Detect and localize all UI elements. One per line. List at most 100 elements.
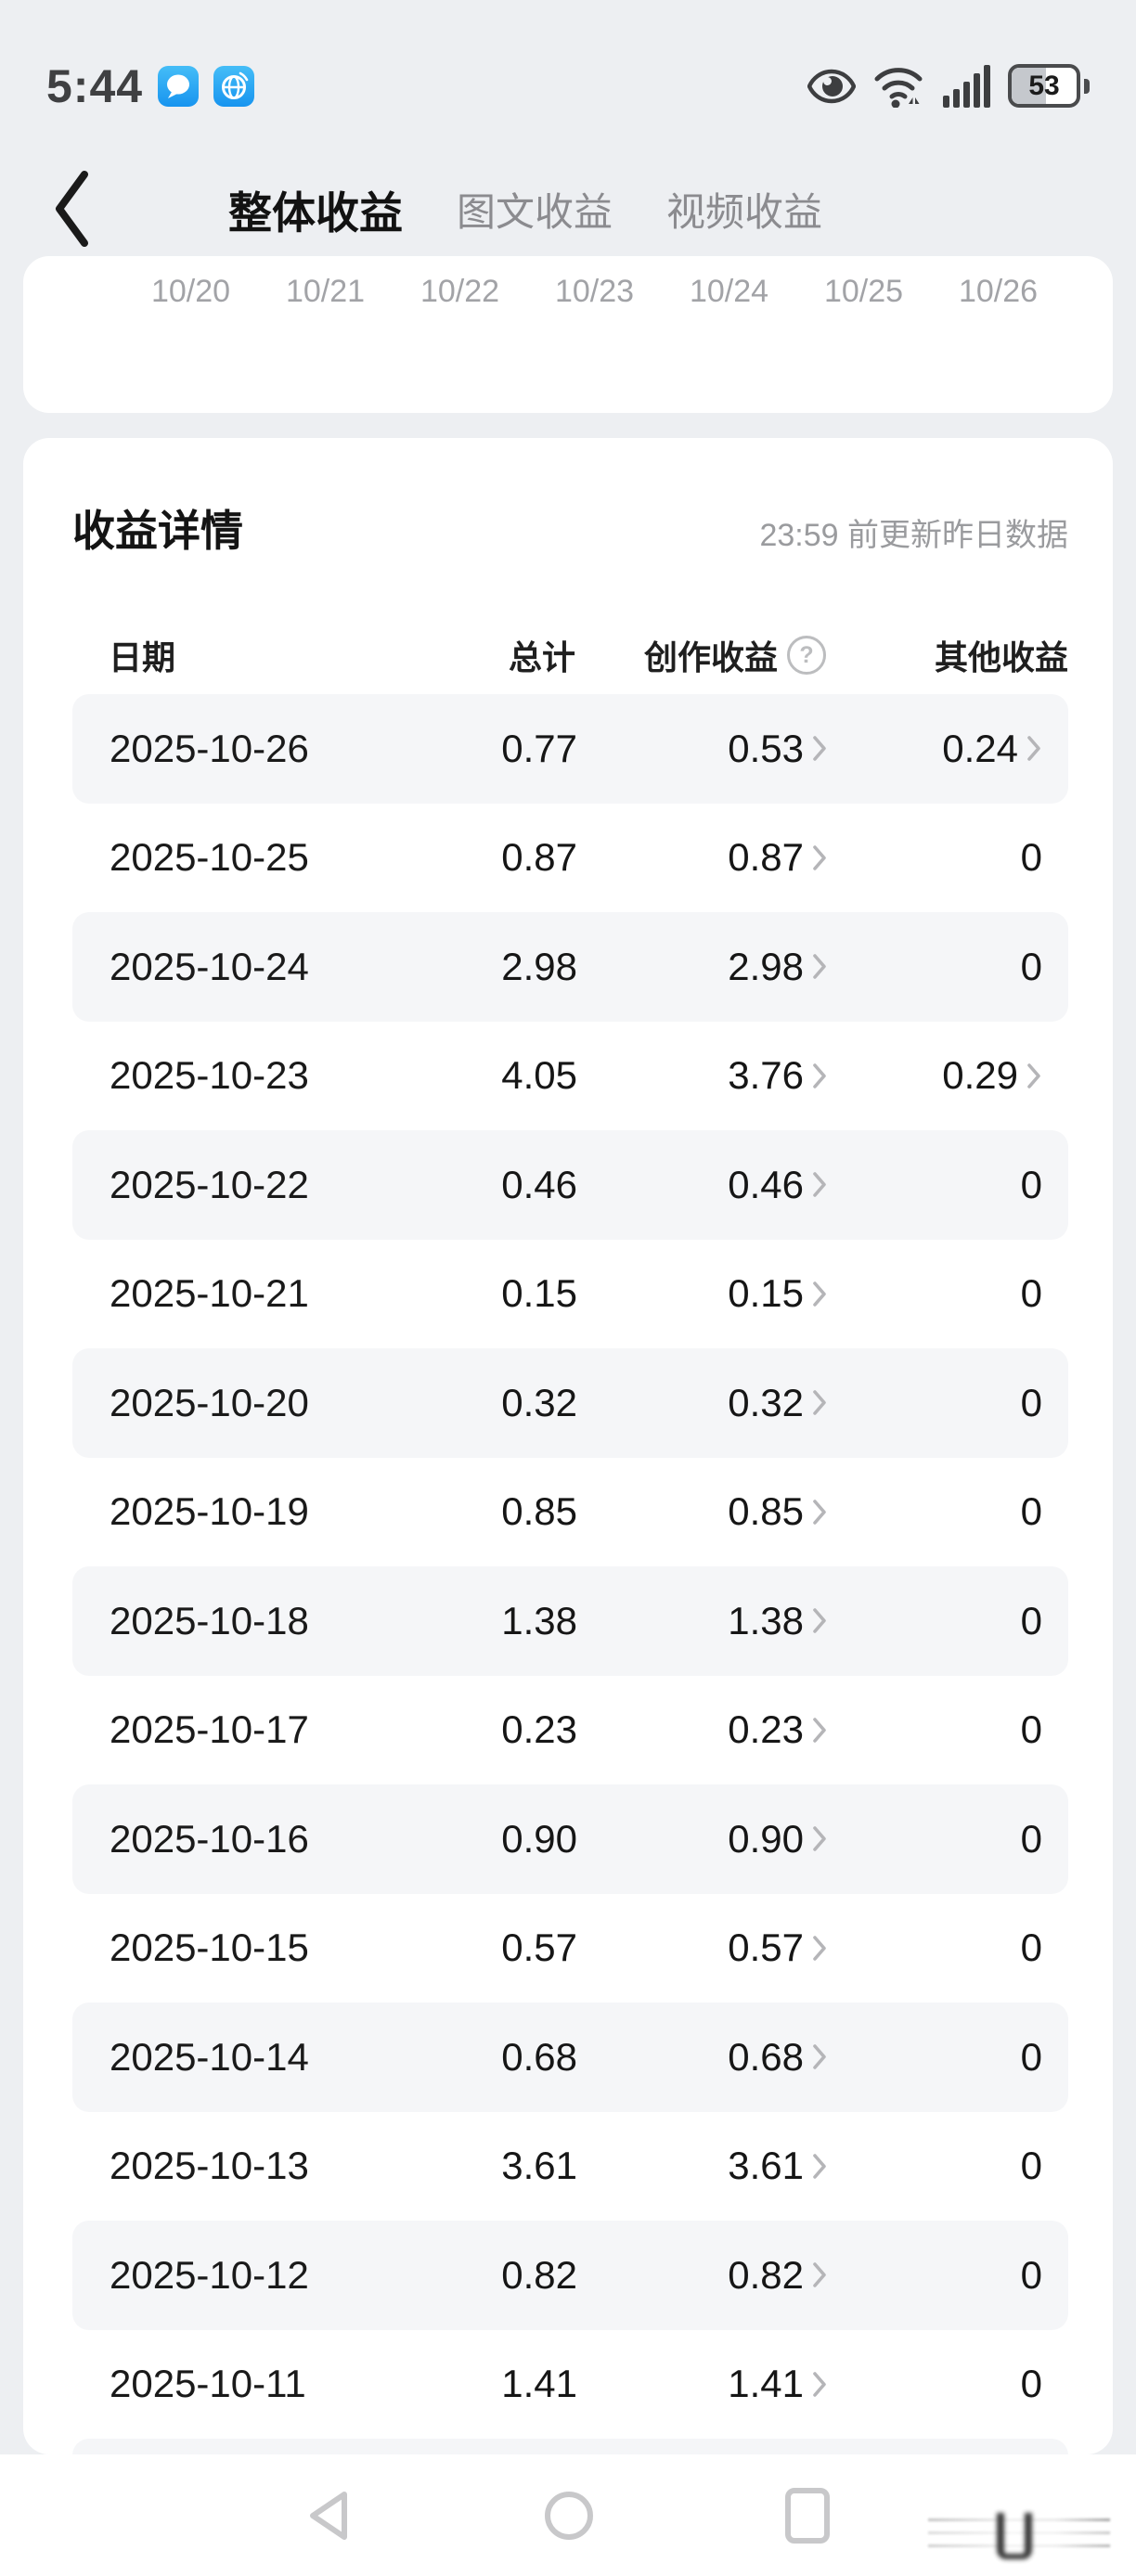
table-row: 2025-10-24 2.98 2.98 0 <box>72 912 1068 1022</box>
back-button[interactable] <box>52 167 97 251</box>
chevron-right-icon <box>812 1499 828 1526</box>
tab-1[interactable]: 图文收益 <box>457 189 613 234</box>
nav-home-button[interactable] <box>543 2489 595 2543</box>
row-other-value: 0 <box>1020 2034 1042 2079</box>
watermark-mark <box>997 2513 1032 2559</box>
row-other-link: 0 <box>1021 2035 1042 2080</box>
chevron-right-icon <box>812 1389 828 1416</box>
chevron-right-icon <box>812 844 828 871</box>
nav-back-button[interactable] <box>303 2489 354 2543</box>
row-total: 0.32 <box>501 1380 577 1424</box>
row-creation-value: 0.85 <box>728 1489 804 1534</box>
status-icons-right: 53 <box>791 64 1090 108</box>
system-nav-bar <box>0 2454 1136 2576</box>
row-other-value: 0 <box>1020 944 1042 988</box>
nav-home-circle-icon <box>545 2491 593 2540</box>
row-date: 2025-10-12 <box>110 2252 309 2297</box>
row-creation-link[interactable]: 1.38 <box>728 1599 828 1643</box>
chart-x-axis-labels: 10/20 10/21 10/22 10/23 10/24 10/25 10/26 <box>123 274 1065 310</box>
row-creation-link[interactable]: 2.98 <box>728 945 828 989</box>
row-creation-link[interactable]: 0.57 <box>728 1926 828 1970</box>
chevron-right-icon <box>812 953 828 980</box>
row-other-link: 0 <box>1021 945 1042 989</box>
row-creation-link[interactable]: 0.53 <box>728 727 828 771</box>
row-creation-value: 0.87 <box>728 835 804 880</box>
row-creation-value: 2.98 <box>728 944 804 988</box>
row-date: 2025-10-14 <box>110 2034 309 2079</box>
chevron-right-icon <box>812 1607 828 1634</box>
row-creation-link[interactable]: 0.87 <box>728 835 828 880</box>
row-total: 0.82 <box>501 2252 577 2297</box>
table-row: 2025-10-19 0.85 0.85 0 <box>72 1458 1068 1567</box>
earnings-tabs: 整体收益 图文收益 视频收益 <box>228 158 822 260</box>
row-other-link: 0 <box>1021 2144 1042 2188</box>
row-creation-value: 3.76 <box>728 1053 804 1098</box>
battery-nub <box>1084 78 1090 94</box>
row-total: 0.85 <box>501 1489 577 1534</box>
row-date: 2025-10-15 <box>110 1926 309 1970</box>
chevron-right-icon <box>812 735 828 762</box>
row-other-link[interactable]: 0.24 <box>942 727 1042 771</box>
chevron-right-icon <box>812 2261 828 2288</box>
row-creation-link[interactable]: 0.23 <box>728 1707 828 1752</box>
row-other-value: 0 <box>1020 1707 1042 1752</box>
table-row: 2025-10-12 0.82 0.82 0 <box>72 2221 1068 2330</box>
row-creation-value: 1.38 <box>728 1598 804 1642</box>
row-creation-link[interactable]: 3.76 <box>728 1053 828 1098</box>
nav-recents-button[interactable] <box>784 2487 831 2544</box>
row-total: 0.57 <box>501 1926 577 1970</box>
chevron-right-icon <box>812 1825 828 1852</box>
earnings-details-card: 收益详情 23:59 前更新昨日数据 日期 总计 创作收益 ? 其他收益 202… <box>23 438 1113 2454</box>
chevron-right-icon <box>812 1935 828 1962</box>
row-creation-link[interactable]: 0.32 <box>728 1381 828 1425</box>
watermark-line <box>928 2518 1110 2521</box>
chevron-right-icon <box>812 1717 828 1744</box>
details-card-header: 收益详情 23:59 前更新昨日数据 <box>72 497 1068 559</box>
row-creation-link[interactable]: 0.46 <box>728 1163 828 1207</box>
row-creation-value: 0.32 <box>728 1380 804 1424</box>
row-total: 0.77 <box>501 726 577 770</box>
row-creation-link[interactable]: 0.15 <box>728 1271 828 1316</box>
col-header-total: 总计 <box>508 638 575 676</box>
row-total: 0.87 <box>501 835 577 880</box>
row-date: 2025-10-18 <box>110 1598 309 1642</box>
row-total: 1.41 <box>501 2362 577 2406</box>
row-date: 2025-10-21 <box>110 1271 309 1316</box>
row-creation-value: 3.61 <box>728 2144 804 2188</box>
row-date: 2025-10-22 <box>110 1162 309 1206</box>
table-row: 2025-10-22 0.46 0.46 0 <box>72 1130 1068 1240</box>
row-creation-link[interactable]: 0.68 <box>728 2035 828 2080</box>
row-date: 2025-10-24 <box>110 944 309 988</box>
row-creation-value: 0.15 <box>728 1271 804 1316</box>
table-row: 2025-10-20 0.32 0.32 0 <box>72 1348 1068 1458</box>
tab-2[interactable]: 视频收益 <box>666 189 823 234</box>
row-other-link: 0 <box>1021 1599 1042 1643</box>
row-other-value: 0 <box>1020 1598 1042 1642</box>
battery-percent: 53 <box>1028 70 1060 101</box>
chevron-right-icon <box>812 1281 828 1307</box>
row-total: 4.05 <box>501 1053 577 1098</box>
row-creation-link[interactable]: 0.90 <box>728 1817 828 1861</box>
globe-icon <box>222 71 249 99</box>
row-other-link[interactable]: 0.29 <box>942 1053 1042 1098</box>
tab-0[interactable]: 整体收益 <box>228 187 403 238</box>
row-other-link: 0 <box>1021 1817 1042 1861</box>
chevron-right-icon <box>812 1171 828 1198</box>
row-date: 2025-10-13 <box>110 2144 309 2188</box>
row-creation-link[interactable]: 1.41 <box>728 2362 828 2406</box>
table-row: 2025-10-11 1.41 1.41 0 <box>72 2330 1068 2440</box>
earnings-table-body: 2025-10-26 0.77 0.53 0.24 2025-10-25 0.8… <box>72 694 1068 2454</box>
row-date: 2025-10-20 <box>110 1380 309 1424</box>
chart-x-label: 10/23 <box>554 274 635 309</box>
row-creation-link[interactable]: 0.82 <box>728 2253 828 2298</box>
row-creation-value: 0.53 <box>728 726 804 770</box>
help-icon[interactable]: ? <box>787 636 826 675</box>
row-creation-link[interactable]: 0.85 <box>728 1489 828 1534</box>
row-creation-link[interactable]: 3.61 <box>728 2144 828 2188</box>
row-other-link: 0 <box>1021 835 1042 880</box>
table-row: 2025-10-14 0.68 0.68 0 <box>72 2003 1068 2112</box>
details-title: 收益详情 <box>72 507 243 555</box>
row-total: 0.46 <box>501 1162 577 1206</box>
eye-icon <box>807 69 856 103</box>
